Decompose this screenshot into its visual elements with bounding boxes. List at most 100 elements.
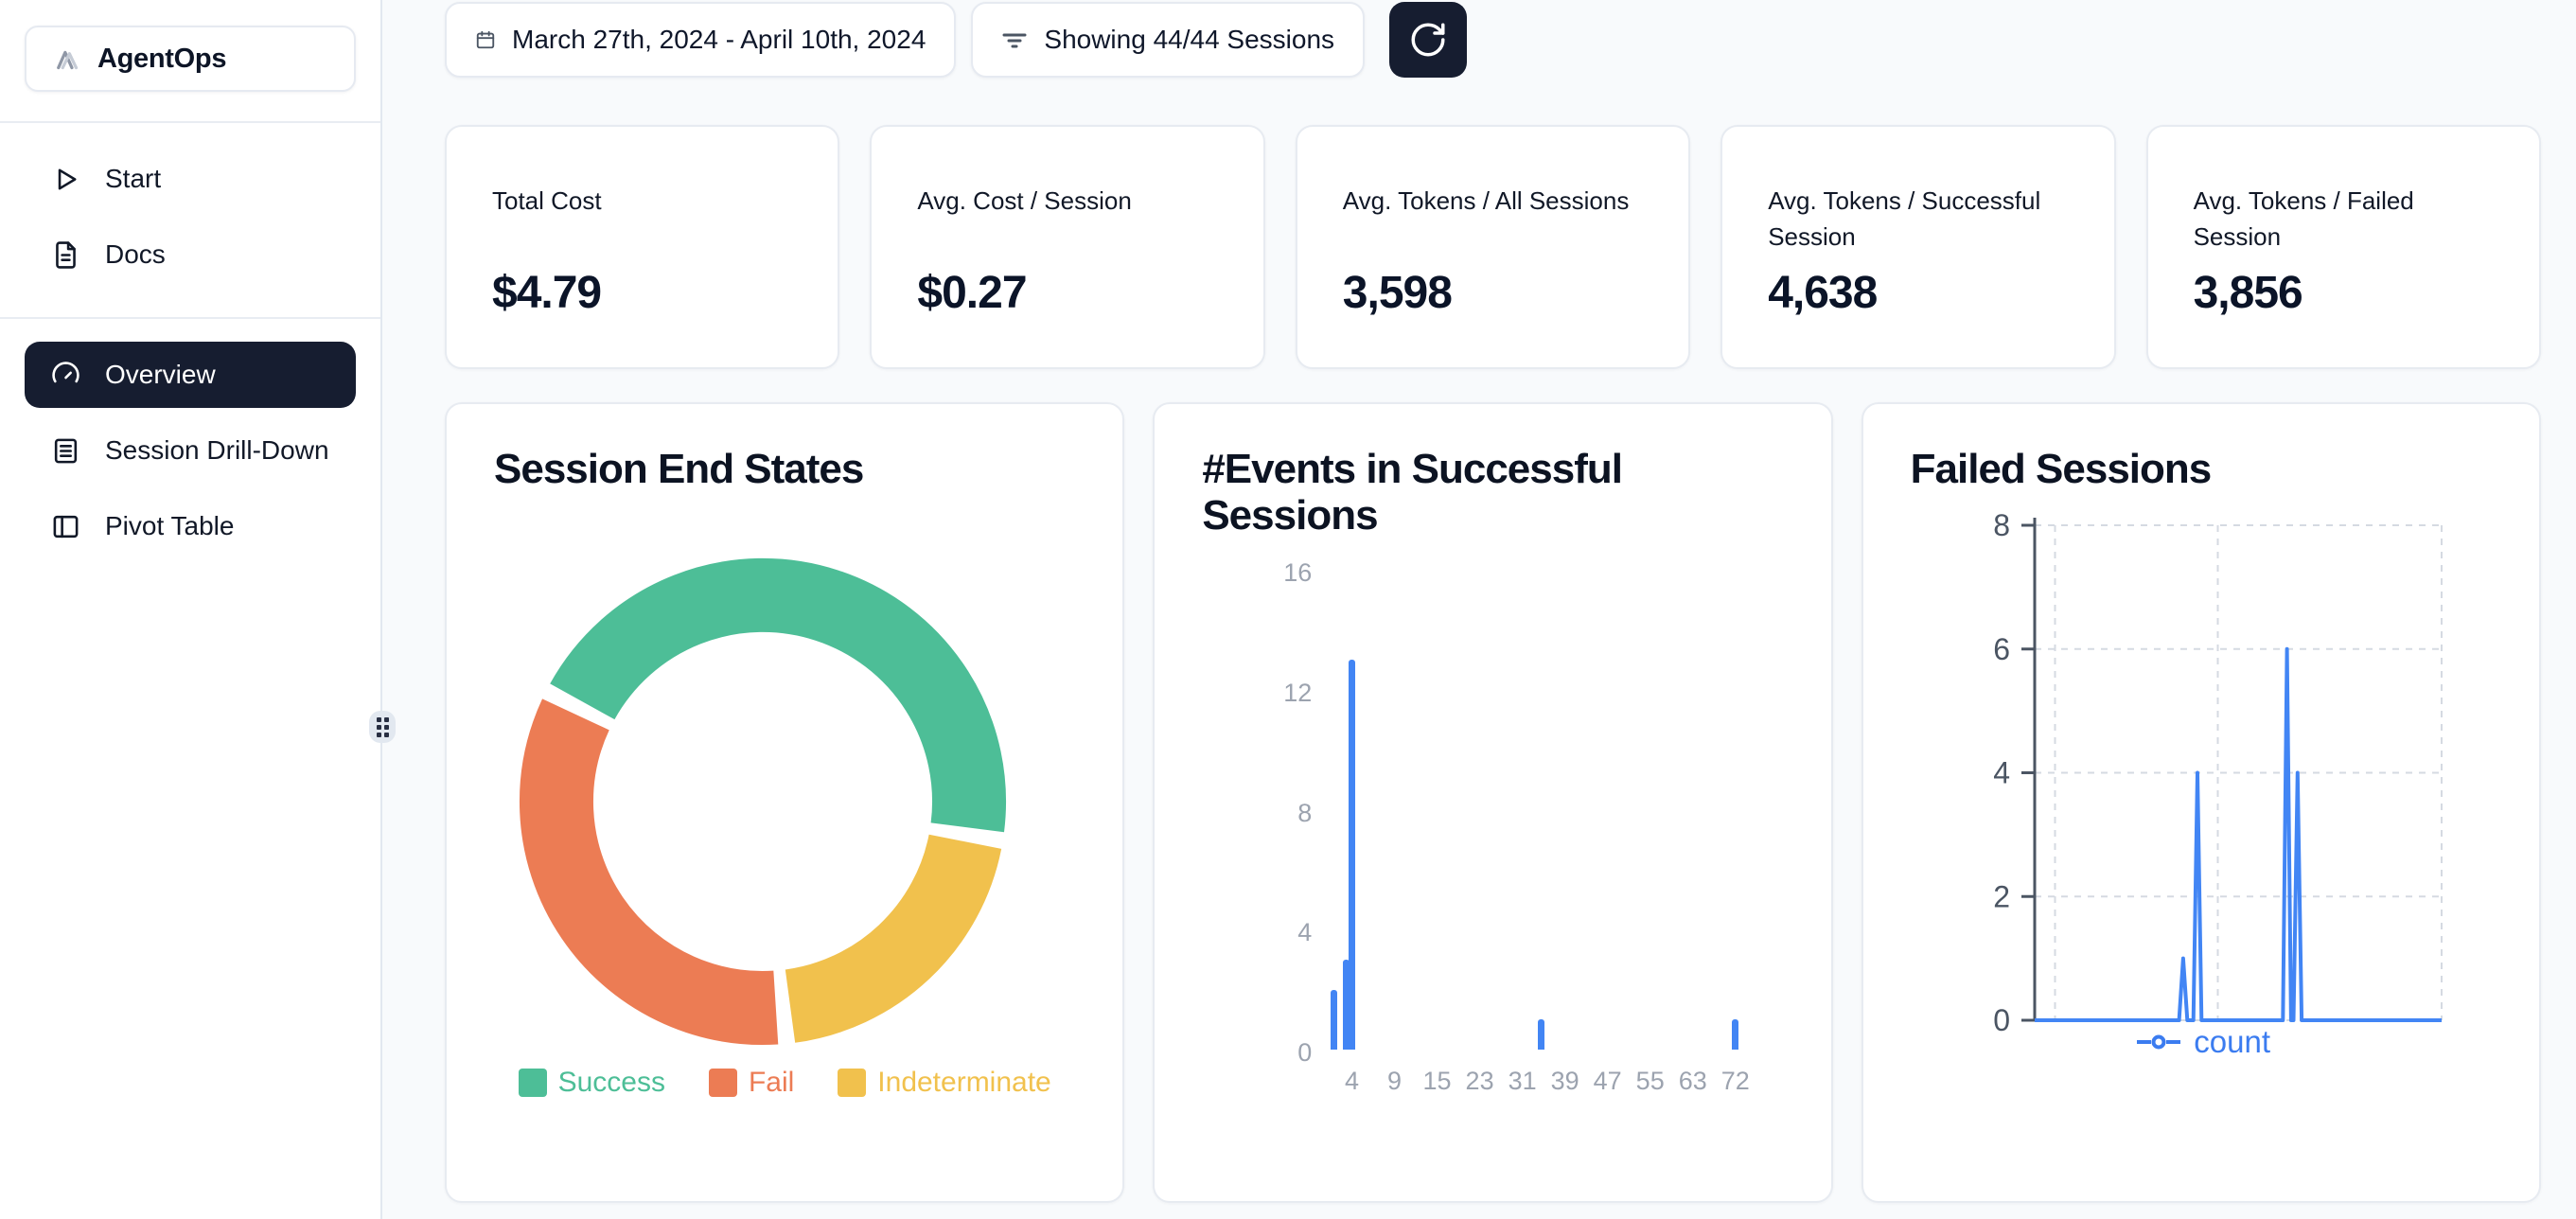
x-axis-tick-label: 15 bbox=[1422, 1067, 1452, 1095]
x-axis-tick-label: 23 bbox=[1465, 1067, 1494, 1095]
stat-label: Total Cost bbox=[492, 186, 602, 215]
sidebar-item-overview[interactable]: Overview bbox=[25, 342, 356, 408]
y-axis-tick-label: 4 bbox=[1297, 918, 1313, 947]
x-axis-tick-label: 39 bbox=[1550, 1067, 1579, 1095]
donut-slice-success[interactable] bbox=[550, 557, 1007, 833]
legend-item-fail[interactable]: Fail bbox=[708, 1067, 795, 1099]
stat-label: Avg. Tokens / Successful Session bbox=[1768, 186, 2041, 251]
panel-left-icon bbox=[51, 512, 80, 541]
sidebar-nav-main: Overview Session Drill-Down Pivot Table bbox=[25, 342, 356, 559]
y-axis-tick-label: 16 bbox=[1283, 558, 1313, 587]
chart-title: #Events in Successful Sessions bbox=[1202, 446, 1623, 539]
gauge-icon bbox=[51, 361, 80, 390]
sidebar-item-docs[interactable]: Docs bbox=[25, 221, 356, 288]
sidebar-divider-main bbox=[0, 317, 380, 319]
count-legend[interactable]: count bbox=[1863, 1024, 2539, 1060]
y-axis-tick-label: 2 bbox=[1993, 879, 2010, 913]
histogram-bar[interactable] bbox=[1331, 989, 1338, 1050]
x-axis-tick-label: 47 bbox=[1593, 1067, 1622, 1095]
stat-value: 4,638 bbox=[1768, 268, 1878, 318]
date-range-label: March 27th, 2024 - April 10th, 2024 bbox=[512, 25, 926, 54]
stat-card-total-cost: Total Cost $4.79 bbox=[445, 125, 840, 369]
stat-card-avg-cost-session: Avg. Cost / Session $0.27 bbox=[870, 125, 1265, 369]
stat-card-avg-tokens-successful: Avg. Tokens / Successful Session 4,638 bbox=[1720, 125, 2116, 369]
x-axis-tick-label: 55 bbox=[1635, 1067, 1665, 1095]
legend-label: Success bbox=[557, 1067, 665, 1098]
legend-label: Indeterminate bbox=[877, 1067, 1051, 1098]
x-axis-tick-label: 31 bbox=[1508, 1067, 1537, 1095]
y-axis-tick-label: 6 bbox=[1993, 632, 2010, 666]
charts-row: Session End States Success Fail Indetermin… bbox=[445, 402, 2541, 1203]
line-marker-icon bbox=[2137, 1034, 2181, 1050]
date-range-button[interactable]: March 27th, 2024 - April 10th, 2024 bbox=[445, 2, 957, 78]
legend-swatch bbox=[518, 1069, 547, 1097]
refresh-button[interactable] bbox=[1389, 2, 1468, 78]
stat-card-avg-tokens-failed: Avg. Tokens / Failed Session 3,856 bbox=[2145, 125, 2541, 369]
y-axis-tick-label: 12 bbox=[1283, 678, 1313, 707]
stats-row: Total Cost $4.79 Avg. Cost / Session $0.… bbox=[445, 125, 2541, 369]
donut-legend: Success Fail Indeterminate bbox=[447, 1067, 1122, 1099]
legend-swatch bbox=[708, 1069, 737, 1097]
filter-icon bbox=[1001, 28, 1028, 51]
stat-value: $0.27 bbox=[917, 268, 1027, 318]
x-axis-tick-label: 63 bbox=[1678, 1067, 1707, 1095]
sidebar-item-pivot-table[interactable]: Pivot Table bbox=[25, 493, 356, 559]
sidebar-item-label: Start bbox=[105, 164, 162, 193]
main-content: March 27th, 2024 - April 10th, 2024 Show… bbox=[382, 0, 2576, 1219]
sidebar-item-start[interactable]: Start bbox=[25, 146, 356, 212]
document-icon bbox=[51, 240, 80, 270]
sidebar-item-label: Pivot Table bbox=[105, 511, 235, 540]
histogram-bar[interactable] bbox=[1342, 959, 1350, 1050]
sidebar-item-session-drill-down[interactable]: Session Drill-Down bbox=[25, 417, 356, 484]
sidebar-item-label: Session Drill-Down bbox=[105, 435, 329, 465]
stat-label: Avg. Tokens / All Sessions bbox=[1342, 186, 1630, 215]
sidebar-item-label: Docs bbox=[105, 239, 166, 269]
play-icon bbox=[51, 165, 80, 194]
sidebar-resize-handle[interactable] bbox=[369, 711, 396, 743]
list-box-icon bbox=[51, 436, 80, 466]
y-axis-tick-label: 4 bbox=[1993, 756, 2010, 790]
x-axis-tick-label: 72 bbox=[1720, 1067, 1750, 1095]
legend-item-indeterminate[interactable]: Indeterminate bbox=[838, 1067, 1051, 1099]
stat-value: 3,856 bbox=[2193, 268, 2303, 318]
count-legend-label: count bbox=[2194, 1024, 2271, 1059]
stat-label: Avg. Cost / Session bbox=[917, 186, 1132, 215]
sidebar: AgentOps Start Docs bbox=[0, 0, 382, 1219]
sessions-filter-button[interactable]: Showing 44/44 Sessions bbox=[971, 2, 1366, 78]
histogram-bar[interactable] bbox=[1732, 1019, 1739, 1050]
histogram-bar[interactable] bbox=[1537, 1019, 1544, 1050]
histogram-bar[interactable] bbox=[1349, 660, 1356, 1050]
sidebar-item-label: Overview bbox=[105, 360, 216, 389]
donut-slice-fail[interactable] bbox=[519, 698, 779, 1046]
count-line bbox=[2034, 646, 2442, 1022]
donut-slice-indeterminate[interactable] bbox=[785, 833, 1002, 1043]
agentops-logo-icon bbox=[51, 44, 80, 74]
session-end-states-card: Session End States Success Fail Indetermin… bbox=[445, 402, 1125, 1203]
legend-label: Fail bbox=[748, 1067, 795, 1098]
chart-title: Session End States bbox=[494, 446, 864, 492]
refresh-icon bbox=[1411, 23, 1445, 57]
events-histogram-card: #Events in Successful Sessions 0 4 8 12 16 4 9… bbox=[1153, 402, 1833, 1203]
logo-text: AgentOps bbox=[97, 43, 227, 74]
x-axis-tick-label: 9 bbox=[1387, 1067, 1403, 1095]
logo[interactable]: AgentOps bbox=[25, 26, 356, 92]
x-axis-tick-label: 4 bbox=[1344, 1067, 1360, 1095]
chart-title: Failed Sessions bbox=[1910, 446, 2213, 492]
y-axis-tick-label: 0 bbox=[1993, 1003, 2010, 1037]
sessions-filter-label: Showing 44/44 Sessions bbox=[1044, 25, 1335, 54]
topbar: March 27th, 2024 - April 10th, 2024 Show… bbox=[445, 2, 2541, 78]
failed-sessions-card: Failed Sessions 0 2 4 6 8 count bbox=[1861, 402, 2541, 1203]
grip-dots-icon bbox=[376, 716, 389, 737]
y-axis-tick-label: 8 bbox=[1297, 798, 1313, 827]
legend-swatch bbox=[838, 1069, 867, 1097]
sidebar-nav-top: Start Docs bbox=[25, 146, 356, 288]
y-axis-tick-label: 8 bbox=[1993, 508, 2010, 542]
calendar-icon bbox=[475, 29, 496, 50]
legend-item-success[interactable]: Success bbox=[518, 1067, 665, 1099]
stat-value: 3,598 bbox=[1342, 268, 1453, 318]
y-axis-tick-label: 0 bbox=[1297, 1038, 1313, 1067]
failed-sessions-plot: 0 2 4 6 8 bbox=[1993, 508, 2443, 1037]
sidebar-divider-top bbox=[0, 121, 380, 123]
events-histogram-plot: 0 4 8 12 16 4 9 15 23 31 39 47 55 63 72 bbox=[1155, 404, 1830, 1201]
